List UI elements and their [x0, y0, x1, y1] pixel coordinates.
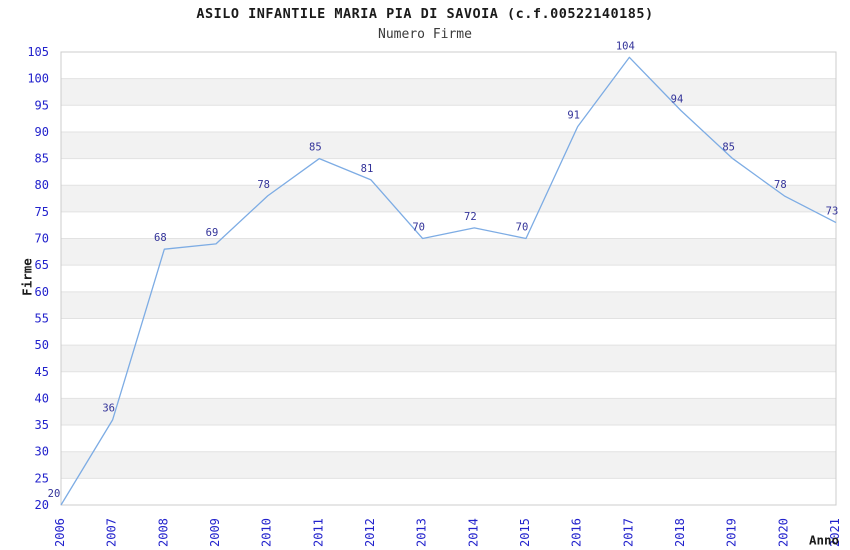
- x-tick-label: 2010: [260, 518, 274, 547]
- point-label: 72: [464, 211, 477, 223]
- point-label: 78: [257, 179, 270, 191]
- x-tick-label: 2018: [673, 518, 687, 547]
- y-tick-label: 75: [35, 205, 49, 219]
- point-label: 68: [154, 232, 167, 244]
- point-label: 70: [412, 222, 425, 234]
- y-tick-label: 100: [27, 72, 49, 86]
- point-label: 36: [102, 403, 115, 415]
- x-axis-title: Anno: [808, 532, 840, 548]
- data-line: [60, 56, 837, 506]
- x-tick-label: 2008: [156, 518, 170, 547]
- x-tick-label: 2006: [53, 518, 67, 547]
- y-tick-label: 95: [35, 98, 49, 112]
- point-label: 85: [722, 142, 735, 154]
- grid-band: [61, 238, 836, 266]
- x-tick-label: 2016: [570, 518, 584, 547]
- x-tick-label: 2013: [415, 518, 429, 547]
- y-tick-label: 30: [35, 445, 49, 459]
- y-tick-label: 20: [35, 498, 49, 512]
- point-label: 81: [361, 163, 374, 175]
- y-tick-label: 80: [35, 178, 49, 192]
- grid-band: [61, 185, 836, 212]
- x-tick-label: 2012: [363, 518, 377, 547]
- x-tick-label: 2020: [776, 518, 790, 547]
- y-tick-label: 50: [35, 338, 49, 352]
- plot-border: [60, 51, 837, 506]
- y-tick-label: 60: [35, 285, 49, 299]
- grid-band: [61, 131, 836, 159]
- point-label: 104: [616, 40, 635, 52]
- x-tick-label: 2017: [621, 518, 635, 547]
- x-tick-label: 2019: [725, 518, 739, 547]
- point-label: 94: [671, 94, 684, 106]
- point-label: 73: [826, 206, 839, 218]
- point-label: 69: [206, 227, 219, 239]
- y-tick-label: 40: [35, 391, 49, 405]
- grid-band: [61, 345, 836, 372]
- point-label: 85: [309, 142, 322, 154]
- x-tick-label: 2015: [518, 518, 532, 547]
- y-tick-label: 45: [35, 365, 49, 379]
- x-tick-label: 2014: [466, 518, 480, 547]
- point-label: 70: [516, 222, 529, 234]
- y-axis-title: Firme: [19, 258, 35, 296]
- grid-band: [61, 451, 836, 479]
- y-tick-label: 55: [35, 311, 49, 325]
- chart-subtitle: Numero Firme: [378, 27, 472, 42]
- x-tick-label: 2007: [105, 518, 119, 547]
- grid-band: [61, 291, 836, 319]
- y-tick-label: 35: [35, 418, 49, 432]
- y-tick-label: 90: [35, 125, 49, 139]
- point-label: 91: [567, 110, 580, 122]
- point-label: 20: [48, 488, 61, 500]
- y-tick-label: 25: [35, 471, 49, 485]
- point-label: 78: [774, 179, 787, 191]
- y-tick-label: 85: [35, 152, 49, 166]
- y-tick-label: 105: [27, 45, 49, 59]
- y-tick-label: 70: [35, 232, 49, 246]
- x-tick-label: 2021: [828, 518, 842, 547]
- x-tick-label: 2009: [208, 518, 222, 547]
- grid-band: [61, 398, 836, 426]
- chart-title: ASILO INFANTILE MARIA PIA DI SAVOIA (c.f…: [196, 6, 654, 22]
- x-tick-label: 2011: [311, 518, 325, 547]
- grid-band: [61, 78, 836, 106]
- y-tick-label: 65: [35, 258, 49, 272]
